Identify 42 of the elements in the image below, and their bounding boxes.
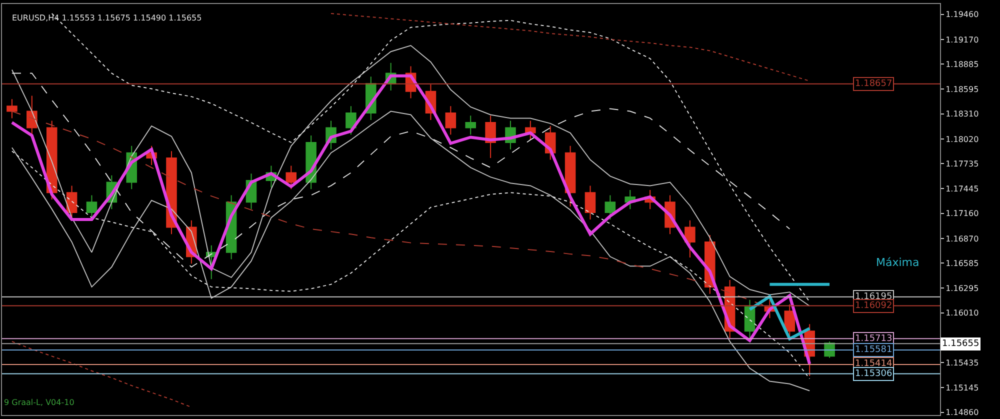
line-series	[11, 340, 192, 408]
candlestick	[465, 115, 476, 136]
ref-line-label: 1.15581	[855, 345, 892, 355]
y-tick-label: 1.18595	[946, 85, 979, 94]
y-tick-label: 1.16010	[946, 308, 979, 318]
y-tick-label: 1.17445	[946, 184, 979, 194]
candlestick	[525, 120, 536, 140]
candlestick	[86, 194, 98, 220]
line-series	[748, 294, 812, 340]
candlestick	[6, 98, 18, 119]
candlestick	[346, 106, 356, 136]
candlestick	[564, 145, 576, 207]
y-tick-label: 1.18020	[946, 134, 979, 144]
text: Máxima	[876, 256, 920, 269]
ref-line-label: 1.15655	[942, 339, 980, 349]
candlestick	[604, 194, 616, 220]
y-tick-label: 1.16295	[946, 284, 979, 294]
candlestick	[286, 165, 297, 190]
y-tick-label: 1.19460	[946, 10, 979, 20]
annotation: 9 Graal-L, V04-10	[4, 398, 74, 407]
text: EURUSD,H4 1.15553 1.15675 1.15490 1.15655	[12, 13, 202, 22]
candlestick	[584, 185, 596, 220]
ref-line-label: 1.15414	[855, 359, 892, 369]
line-series	[10, 74, 812, 366]
y-tick-label: 1.19170	[946, 35, 979, 44]
y-tick-label: 1.16585	[946, 258, 979, 268]
ref-line-label: 1.15713	[855, 334, 892, 344]
y-tick-label: 1.18310	[946, 110, 979, 119]
y-tick-label: 1.17735	[946, 159, 979, 168]
ref-line-label: 1.16195	[855, 292, 892, 302]
y-tick-label: 1.18885	[946, 60, 979, 69]
ref-line-label: 1.15306	[855, 369, 892, 379]
y-tick-label: 1.17160	[946, 209, 979, 218]
y-tick-label: 1.15145	[946, 384, 979, 393]
y-tick-label: 1.14860	[946, 408, 979, 418]
y-tick-label: 1.16870	[946, 234, 979, 244]
ref-line-label: 1.18657	[855, 79, 892, 89]
candlestick	[684, 220, 696, 258]
y-tick-label: 1.15435	[946, 358, 979, 368]
ref-line-label: 1.16092	[855, 301, 892, 311]
candlestick	[445, 106, 456, 136]
line-series	[330, 13, 810, 82]
